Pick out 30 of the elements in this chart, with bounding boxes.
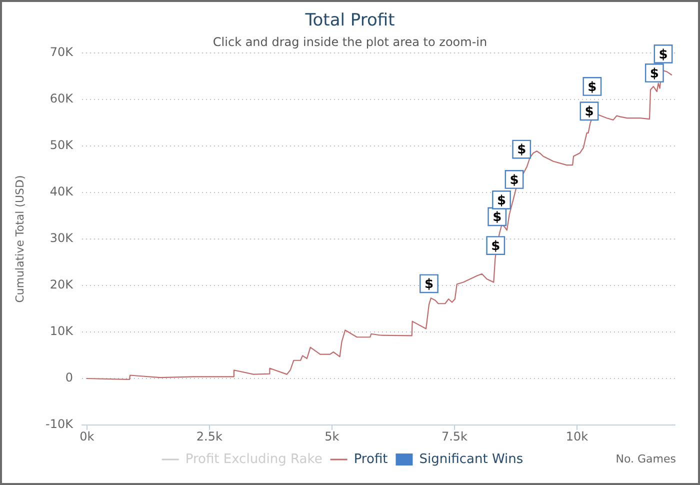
- x-axis-title: No. Games: [616, 452, 676, 466]
- data-label: $: [491, 238, 500, 254]
- y-tick-label: 10K: [50, 324, 74, 338]
- y-tick-label: -10K: [46, 417, 74, 432]
- data-label: $: [492, 210, 502, 226]
- y-tick-label: 20K: [50, 278, 74, 292]
- data-label: $: [510, 172, 519, 188]
- y-tick-label: 60K: [50, 92, 74, 106]
- y-tick-label: 30K: [50, 231, 74, 246]
- data-label: $: [496, 193, 506, 208]
- data-label: $: [517, 142, 526, 158]
- x-tick-label: 7.5k: [441, 429, 468, 444]
- y-tick-label: 0: [65, 370, 73, 385]
- y-tick-label: 50K: [50, 138, 74, 152]
- x-tick-label: 2.5k: [196, 429, 222, 444]
- x-tick-label: 10k: [566, 429, 588, 444]
- x-tick-label: 5k: [324, 429, 340, 444]
- chart-subtitle: Click and drag inside the plot area to zoom-in: [212, 35, 488, 50]
- chart-title: Total Profit: [304, 10, 396, 30]
- data-label: $: [588, 80, 597, 95]
- data-label: $: [584, 104, 594, 120]
- data-label: $: [658, 47, 668, 62]
- legend-label: Profit: [354, 452, 388, 467]
- legend-label: Significant Wins: [419, 452, 524, 467]
- data-label: $: [424, 277, 434, 292]
- y-tick-label: 40K: [50, 184, 74, 199]
- data-label: $: [650, 66, 659, 82]
- y-tick-label: 70K: [50, 45, 74, 60]
- y-axis-title: Cumulative Total (USD): [13, 175, 26, 303]
- x-tick-label: 0k: [80, 429, 94, 444]
